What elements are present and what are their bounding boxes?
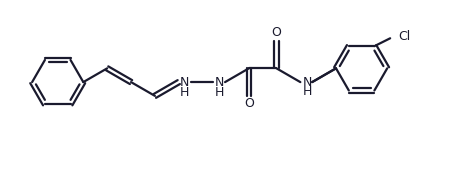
Text: N: N	[302, 76, 311, 89]
Text: O: O	[243, 97, 253, 110]
Text: Cl: Cl	[397, 30, 410, 43]
Text: O: O	[271, 26, 281, 39]
Text: H: H	[180, 86, 189, 99]
Text: H: H	[302, 85, 311, 98]
Text: H: H	[214, 86, 223, 99]
Text: N: N	[180, 76, 189, 89]
Text: N: N	[214, 76, 223, 89]
